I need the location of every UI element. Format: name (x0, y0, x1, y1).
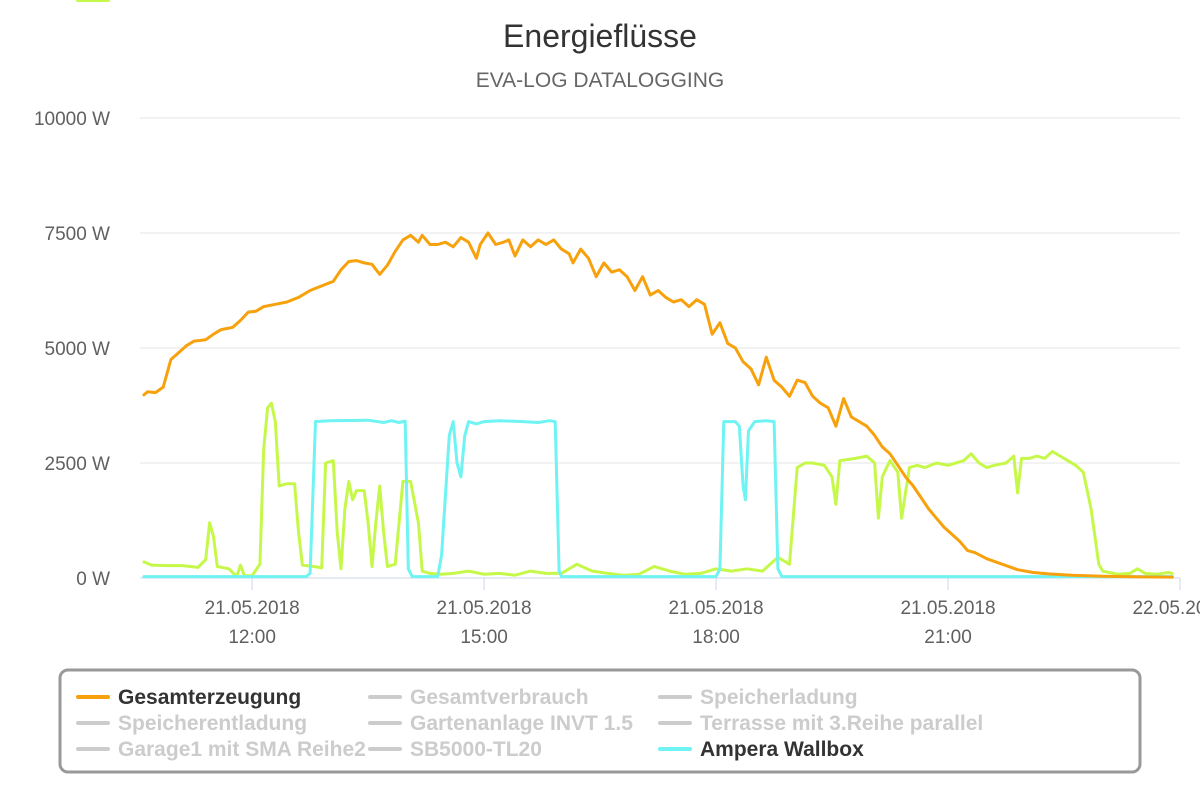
x-tick-date: 21.05.2018 (437, 598, 532, 619)
legend-item[interactable]: Wohnhaus (76, 0, 225, 5)
legend-item[interactable]: Terrasse mit 3.Reihe parallel (658, 712, 983, 735)
series-line-ampera-wallbox (142, 418, 1174, 579)
x-tick-time: 21:00 (924, 627, 972, 648)
legend-label: Gesamterzeugung (118, 686, 301, 709)
plot-area (142, 231, 1174, 579)
legend-box (58, 668, 1142, 774)
legend-label: Gesamtverbrauch (410, 686, 589, 709)
legend-item[interactable]: Garage1 mit SMA Reihe2 (76, 738, 366, 761)
x-tick-date: 21.05.2018 (669, 598, 764, 619)
legend-label: Wohnhaus (118, 0, 225, 5)
legend-label: Speicherentladung (118, 712, 307, 735)
x-axis: 21.05.2018 12:00 21.05.2018 15:00 21.05.2018… (205, 578, 1200, 648)
y-tick-label: 5000 W (45, 339, 111, 360)
legend-label: SB5000-TL20 (410, 738, 542, 761)
legend-item[interactable]: Speicherladung (658, 686, 858, 709)
legend-label: Ampera Wallbox (700, 738, 864, 761)
series-line-gesamterzeugung (142, 231, 1174, 579)
legend: Gesamterzeugung Gesamtverbrauch Speicherla… (76, 0, 983, 761)
chart-title: Energieflüsse (503, 18, 697, 54)
legend-label: Garage1 mit SMA Reihe2 (118, 738, 366, 761)
legend-item[interactable]: SB5000-TL20 (368, 738, 542, 761)
chart-subtitle: EVA-LOG DATALOGGING (476, 69, 725, 92)
x-tick-date: 21.05.2018 (900, 598, 995, 619)
x-tick-time: 18:00 (692, 627, 740, 648)
legend-item[interactable]: Gartenanlage INVT 1.5 (368, 712, 633, 735)
y-axis: 0 W 2500 W 5000 W 7500 W 10000 W (34, 109, 110, 590)
legend-label: Gartenanlage INVT 1.5 (410, 712, 633, 735)
legend-item[interactable]: Speicherentladung (76, 712, 307, 735)
y-tick-label: 0 W (76, 569, 110, 590)
legend-item[interactable]: Gesamterzeugung (76, 686, 301, 709)
legend-item[interactable]: Ampera Wallbox (658, 738, 864, 761)
y-tick-label: 7500 W (45, 224, 111, 245)
y-tick-label: 10000 W (34, 109, 110, 130)
x-tick-date: 22.05.2018 (1132, 598, 1200, 619)
legend-item[interactable]: Gesamtverbrauch (368, 686, 589, 709)
x-tick-date: 21.05.2018 (205, 598, 300, 619)
series-line-wohnhaus (142, 401, 1174, 579)
legend-label: Terrasse mit 3.Reihe parallel (700, 712, 983, 735)
y-tick-label: 2500 W (45, 454, 111, 475)
x-tick-time: 15:00 (460, 627, 508, 648)
x-tick-time: 12:00 (228, 627, 276, 648)
legend-label: Speicherladung (700, 686, 858, 709)
